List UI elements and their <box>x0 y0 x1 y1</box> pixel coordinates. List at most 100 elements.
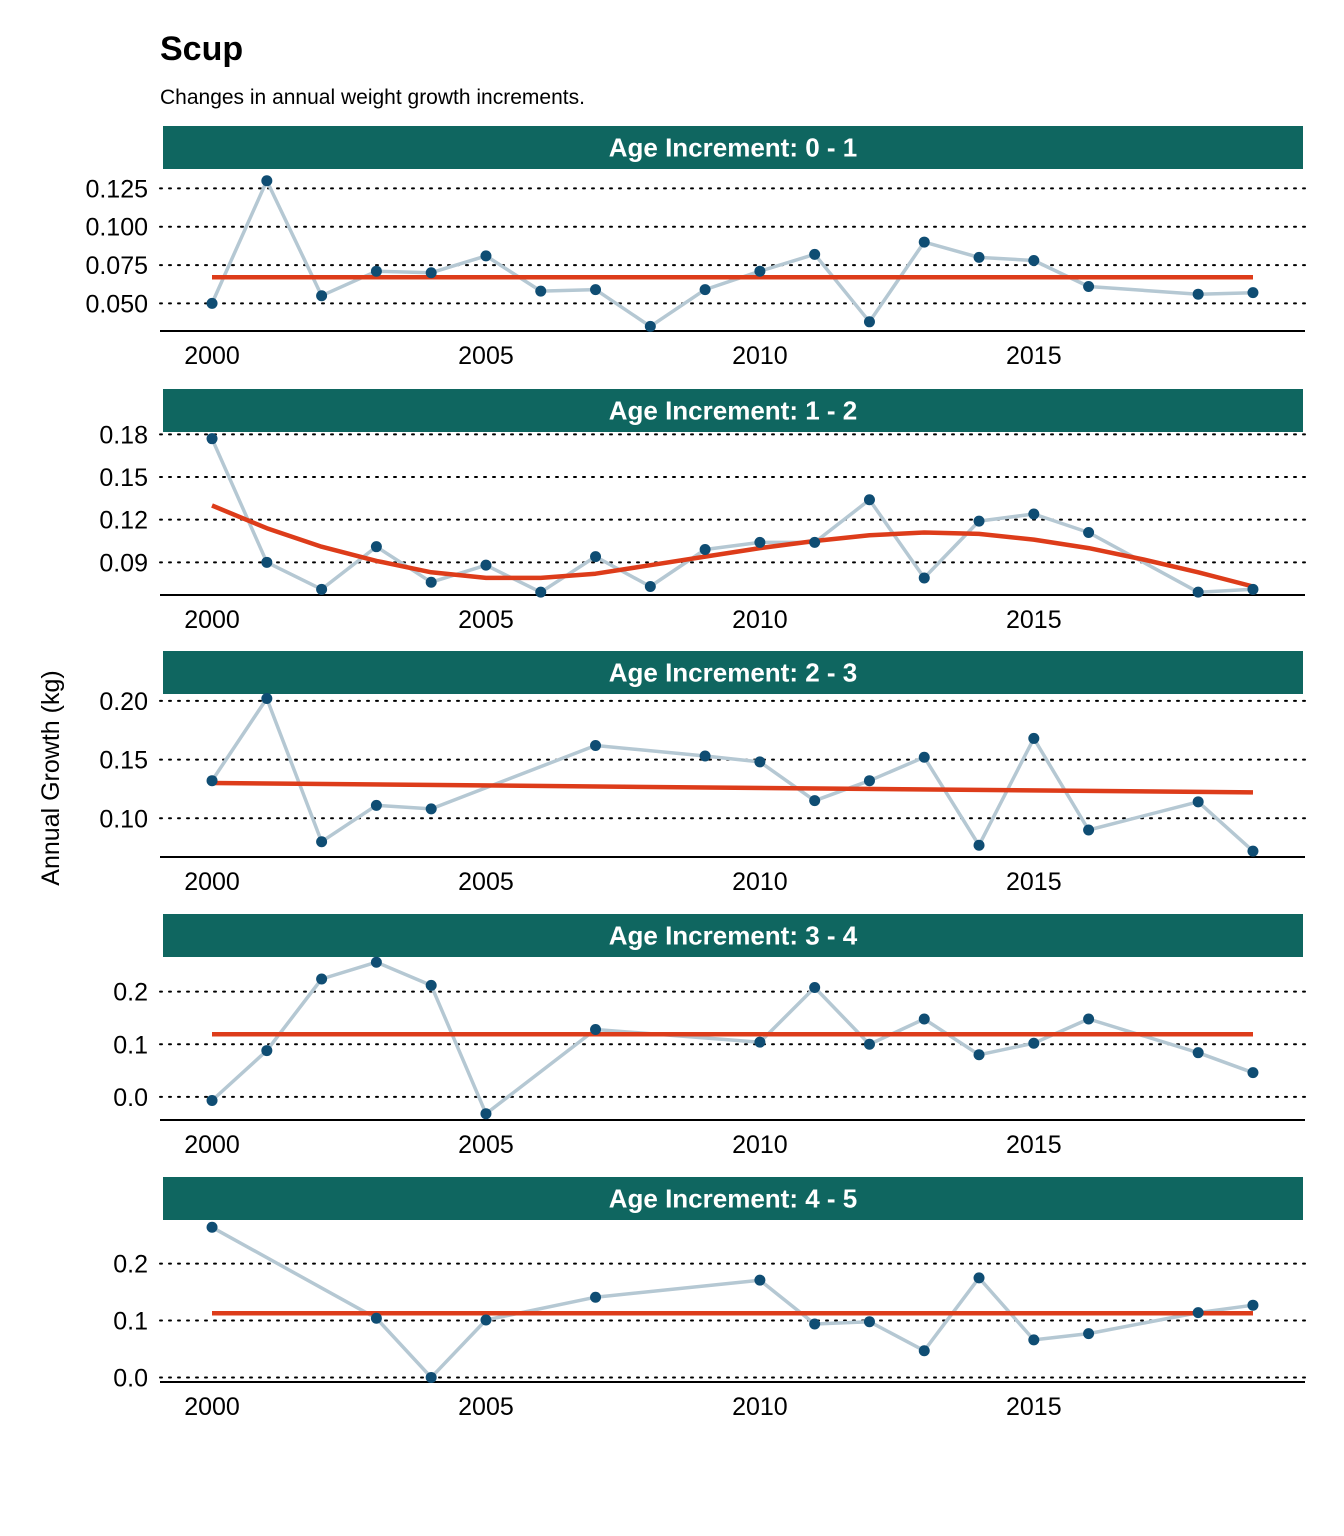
facet-strip <box>163 389 1303 432</box>
data-point <box>973 1049 985 1061</box>
y-tick-label: 0.125 <box>85 175 148 203</box>
facet-panel: Age Increment: 1 - 2 0.09 0.12 0.15 0.18 2000… <box>99 389 1306 634</box>
data-point <box>918 572 930 584</box>
data-point <box>863 1316 875 1328</box>
data-point <box>206 433 218 445</box>
data-point <box>261 556 273 568</box>
data-point <box>370 1312 382 1324</box>
data-point <box>590 1024 602 1036</box>
data-point <box>918 1013 930 1025</box>
data-point <box>973 515 985 527</box>
data-point <box>1247 583 1259 595</box>
facet-panel: Age Increment: 4 - 5 0.0 0.1 0.2 2000 2005 201… <box>113 1177 1306 1421</box>
y-tick-label: 0.0 <box>113 1084 148 1112</box>
data-point <box>754 1274 766 1286</box>
data-point <box>1028 732 1040 744</box>
data-point <box>316 836 328 848</box>
y-tick-label: 0.15 <box>99 464 148 492</box>
data-point <box>1028 1334 1040 1346</box>
facet-strip-label: Age Increment: 4 - 5 <box>609 1184 858 1214</box>
data-point <box>480 1314 492 1326</box>
data-point <box>918 236 930 248</box>
data-point <box>590 1291 602 1303</box>
data-point <box>699 544 711 556</box>
data-series-line <box>210 437 1254 594</box>
trend-line <box>211 503 1254 589</box>
data-point <box>973 251 985 263</box>
data-point <box>918 1345 930 1357</box>
y-tick-label: 0.18 <box>99 421 148 449</box>
x-tick-label: 2015 <box>1006 1393 1062 1421</box>
data-point <box>316 583 328 595</box>
data-point <box>754 756 766 768</box>
data-series-line <box>210 960 1254 1116</box>
x-tick-label: 2000 <box>184 868 240 896</box>
data-point <box>918 751 930 763</box>
data-point <box>425 1371 437 1383</box>
data-point <box>1083 824 1095 836</box>
x-tick-label: 2000 <box>184 1393 240 1421</box>
data-point <box>809 536 821 548</box>
data-point <box>206 297 218 309</box>
y-tick-label: 0.15 <box>99 747 148 775</box>
data-point <box>1028 508 1040 520</box>
facet-panel: Age Increment: 3 - 4 0.0 0.1 0.2 2000 2005 201… <box>113 914 1306 1159</box>
x-tick-label: 2015 <box>1006 1131 1062 1159</box>
data-point <box>480 250 492 262</box>
data-point <box>370 799 382 811</box>
data-point <box>1192 1047 1204 1059</box>
data-point <box>809 981 821 993</box>
y-tick-label: 0.1 <box>113 1308 148 1336</box>
data-point <box>261 1045 273 1057</box>
data-point <box>370 541 382 553</box>
x-tick-label: 2010 <box>732 606 788 634</box>
data-point <box>1028 254 1040 266</box>
trend-line <box>211 780 1254 795</box>
data-series-line <box>210 696 1255 853</box>
data-point <box>973 1272 985 1284</box>
facet-strip <box>163 651 1303 694</box>
data-point <box>1192 586 1204 598</box>
y-tick-label: 0.2 <box>113 979 148 1007</box>
data-point <box>863 1038 875 1050</box>
data-point <box>1083 281 1095 293</box>
data-point <box>590 551 602 563</box>
data-point <box>1192 1307 1204 1319</box>
data-point <box>1192 796 1204 808</box>
data-point <box>425 803 437 815</box>
data-point <box>863 494 875 506</box>
x-tick-label: 2010 <box>732 868 788 896</box>
x-tick-label: 2005 <box>458 868 514 896</box>
data-point <box>261 175 273 187</box>
y-tick-label: 0.0 <box>113 1364 148 1392</box>
y-tick-label: 0.1 <box>113 1031 148 1059</box>
data-point <box>1028 1037 1040 1049</box>
x-tick-label: 2005 <box>458 1131 514 1159</box>
data-point <box>809 248 821 260</box>
data-point <box>1083 1013 1095 1025</box>
data-series-line <box>210 178 1254 329</box>
data-point <box>644 580 656 592</box>
data-point <box>206 1221 218 1233</box>
x-tick-label: 2015 <box>1006 868 1062 896</box>
data-point <box>1247 1067 1259 1079</box>
data-point <box>1083 526 1095 538</box>
data-point <box>425 267 437 279</box>
y-tick-label: 0.20 <box>99 688 148 716</box>
data-point <box>699 750 711 762</box>
facet-strip <box>163 914 1303 957</box>
data-series-line <box>211 1225 1254 1380</box>
data-point <box>863 316 875 328</box>
data-point <box>1083 1328 1095 1340</box>
y-tick-label: 0.100 <box>85 214 148 242</box>
data-point <box>754 265 766 277</box>
x-tick-label: 2015 <box>1006 342 1062 370</box>
x-tick-label: 2000 <box>184 606 240 634</box>
data-point <box>425 979 437 991</box>
data-point <box>590 739 602 751</box>
x-tick-label: 2005 <box>458 342 514 370</box>
y-tick-label: 0.10 <box>99 805 148 833</box>
data-point <box>644 320 656 332</box>
chart-subtitle: Changes in annual weight growth incremen… <box>160 86 585 109</box>
x-tick-label: 2010 <box>732 342 788 370</box>
